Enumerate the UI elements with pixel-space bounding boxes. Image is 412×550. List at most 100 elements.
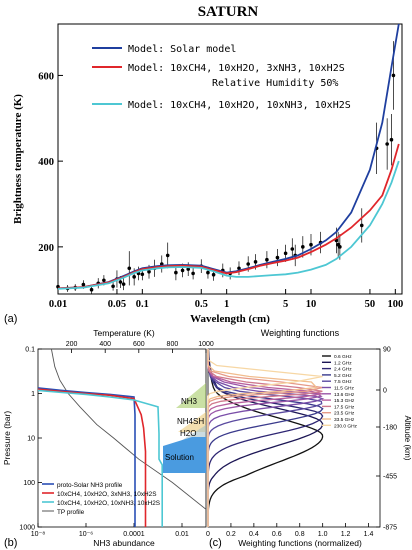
- a-obs-point: [246, 262, 250, 266]
- panel-a-title: SATURN: [198, 4, 259, 20]
- a-obs-point: [147, 269, 151, 274]
- c-xtick-label: 0: [206, 531, 210, 538]
- b-ytick-label: 0.1: [25, 347, 35, 354]
- a-xtick-label: 100: [387, 299, 403, 310]
- a-obs-point: [191, 271, 195, 276]
- panel-c: Weighting functions 0 0.2 0.4 0.6 0.8 1.0 1.2 1…: [206, 328, 412, 549]
- c-legend-label-1: 1.2 GHz: [334, 360, 352, 366]
- c-legend-label-6: 13.6 GHz: [334, 392, 355, 398]
- a-xtick-label: 50: [365, 299, 376, 310]
- panel-c-xlabel: Weighting functions (normalized): [238, 538, 362, 548]
- c-legend-label-4: 7.5 GHz: [334, 379, 352, 385]
- panel-b-xlabel: NH3 abundance: [93, 538, 155, 548]
- panel-a-legend: Model: Solar model Model: 10xCH4, 10xH2O…: [92, 44, 351, 111]
- c-ytick-label: 90: [383, 347, 391, 354]
- c-legend-label-3: 5.2 GHz: [334, 373, 352, 379]
- a-obs-point: [391, 73, 396, 78]
- a-obs-point: [102, 278, 106, 283]
- panel-a: SATURN 0.01 0.05 0.1 0.5 1 5 10 50 100200400600 …: [4, 4, 403, 325]
- cloud-nh4sh: [178, 412, 206, 432]
- b-x2tick-label: 600: [133, 341, 145, 348]
- a-obs-point: [186, 267, 191, 271]
- a-series-line-2: [57, 160, 400, 290]
- legend-b-label-solar: proto-Solar NH3 profile: [57, 482, 123, 489]
- c-legend-label-7: 15.3 GHz: [334, 398, 355, 404]
- b-xtick-label: 0.0001: [123, 531, 145, 538]
- c-ytick-label: -455: [383, 474, 397, 481]
- panel-b-legend: proto-Solar NH3 profile 10xCH4, 10xH2O, …: [42, 482, 160, 516]
- a-xtick-label: 1: [224, 299, 229, 310]
- a-obs-point: [111, 284, 115, 289]
- panel-b: Temperature (K) NH3 NH4SH H2O Solution 1…: [2, 328, 214, 549]
- b-xtick-label: 10⁻⁶: [79, 531, 93, 538]
- c-series-line-9: [207, 349, 323, 527]
- legend-b-label-3xnh3: 10xCH4, 10xH2O, 3xNH3, 10xH2S: [57, 491, 156, 498]
- cloud-solution-wedge: [163, 437, 192, 473]
- b-tp-profile-line: [50, 348, 207, 510]
- c-legend-label-0: 0.6 GHz: [334, 354, 352, 360]
- b-x2tick-label: 400: [99, 341, 111, 348]
- c-legend-label-10: 33.5 GHz: [334, 417, 355, 423]
- panel-a-ylabel: Brightness temperature (K): [12, 94, 24, 224]
- c-xtick-label: 1.4: [364, 531, 374, 538]
- a-xtick-label: 10: [306, 299, 317, 310]
- a-obs-point: [121, 282, 126, 286]
- c-legend-label-5: 11.5 GHz: [334, 386, 355, 392]
- panel-a-label: (a): [4, 313, 17, 325]
- panel-a-plot-frame: [57, 23, 403, 295]
- a-obs-point: [140, 272, 145, 277]
- legend-label-10xnh3: Model: 10xCH4, 10xH2O, 10xNH3, 10xH2S: [128, 100, 351, 111]
- c-ytick-label: -875: [383, 525, 397, 532]
- c-ytick-label: -180: [383, 425, 397, 432]
- a-obs-point: [132, 275, 136, 279]
- cloud-label-nh4sh: NH4SH: [177, 417, 204, 426]
- a-obs-point: [253, 260, 258, 264]
- c-legend-label-11: 230.0 GHz: [334, 423, 358, 429]
- panel-b-ylabel: Pressure (bar): [2, 411, 12, 465]
- a-series-line-1: [57, 143, 400, 290]
- cloud-label-solution: Solution: [165, 453, 194, 462]
- a-obs-point: [165, 253, 170, 258]
- a-ytick-label: 400: [38, 157, 54, 168]
- b-series-line-0: [37, 387, 136, 527]
- a-obs-point: [338, 245, 342, 249]
- b-ytick-label: 100: [23, 480, 35, 487]
- a-xtick-label: 5: [283, 299, 288, 310]
- a-obs-point: [283, 251, 288, 256]
- b-series-line-1: [37, 388, 147, 527]
- panel-a-xlabel: Wavelength (cm): [190, 313, 270, 325]
- a-xtick-label: 0.05: [108, 299, 126, 310]
- panel-c-plot-frame: [207, 348, 381, 528]
- b-ytick-label: 10: [27, 436, 35, 443]
- panel-c-lines: [207, 348, 325, 527]
- panel-a-model-lines: [57, 23, 400, 290]
- b-x2tick-label: 200: [66, 341, 78, 348]
- c-xtick-label: 0.8: [295, 531, 305, 538]
- c-xtick-label: 1.2: [341, 531, 351, 538]
- b-xtick-label: 0.01: [175, 531, 189, 538]
- cloud-label-nh3: NH3: [181, 397, 198, 406]
- a-obs-point: [81, 282, 86, 287]
- c-xtick-label: 0.2: [226, 531, 236, 538]
- c-series-line-11: [207, 349, 323, 527]
- a-xtick-label: 0.01: [49, 299, 67, 310]
- cloud-label-h2o: H2O: [180, 429, 196, 438]
- a-obs-point: [290, 247, 295, 251]
- a-obs-point: [89, 287, 94, 292]
- b-series-line-2: [37, 389, 163, 527]
- legend-label-humidity: Relative Humidity 50%: [212, 78, 338, 89]
- legend-label-3xnh3: Model: 10xCH4, 10xH2O, 3xNH3, 10xH2S: [128, 63, 345, 74]
- a-obs-point: [389, 137, 394, 142]
- b-xtick-label: 10⁻⁸: [31, 531, 45, 538]
- a-obs-point: [180, 268, 185, 273]
- a-obs-point: [301, 245, 305, 249]
- legend-b-label-10xnh3: 10xCH4, 10xH2O, 10xNH3, 10xH2S: [57, 500, 160, 507]
- a-obs-point: [265, 257, 269, 262]
- a-obs-point: [359, 223, 364, 228]
- a-obs-point: [127, 266, 132, 271]
- c-legend-label-2: 2.4 GHz: [334, 367, 352, 373]
- a-obs-point: [385, 142, 389, 146]
